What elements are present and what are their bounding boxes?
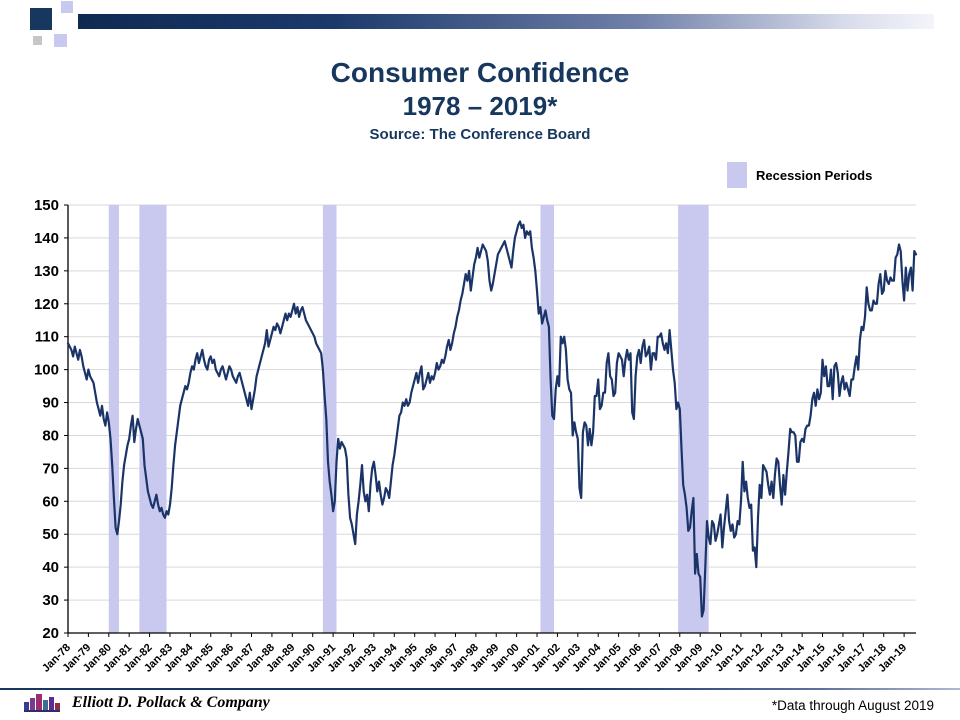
title-block: Consumer Confidence 1978 – 2019* Source:… [0,56,960,143]
recession-band [139,205,167,633]
y-tick-label: 40 [42,559,59,576]
y-tick-label: 150 [34,197,59,214]
y-tick-label: 100 [34,362,59,379]
deco-square-gray [33,36,42,45]
recession-band [678,205,709,633]
source-subtitle: Source: The Conference Board [369,126,591,144]
recession-band [322,205,337,633]
company-logo-icon [24,694,60,712]
deco-square-lavender-low [54,34,67,47]
page-title-years: 1978 – 2019* [402,90,558,121]
y-tick-label: 140 [34,230,59,247]
recession-band [108,205,119,633]
recession-legend: Recession Periods [727,162,872,188]
y-tick-label: 20 [42,625,59,642]
company-name: Elliott D. Pollack & Company [72,694,270,711]
footer-left: Elliott D. Pollack & Company [24,694,270,712]
y-tick-label: 50 [42,526,59,543]
deco-square-navy [30,8,52,30]
footer-divider [0,688,960,690]
recession-swatch [727,162,747,188]
y-tick-label: 30 [42,592,59,609]
recession-band [540,205,555,633]
y-tick-label: 130 [34,263,59,280]
confidence-line [66,220,918,618]
y-tick-label: 70 [42,460,59,477]
page-title: Consumer Confidence [330,57,630,88]
header-gradient-bar [78,14,934,29]
y-tick-label: 110 [35,329,59,346]
data-note: *Data through August 2019 [771,698,934,713]
y-tick-label: 120 [34,296,59,313]
y-tick-label: 90 [42,395,59,412]
recession-legend-label: Recession Periods [756,167,873,183]
y-tick-label: 60 [42,493,59,510]
deco-square-lavender-top [61,1,73,13]
y-tick-label: 80 [42,427,59,444]
